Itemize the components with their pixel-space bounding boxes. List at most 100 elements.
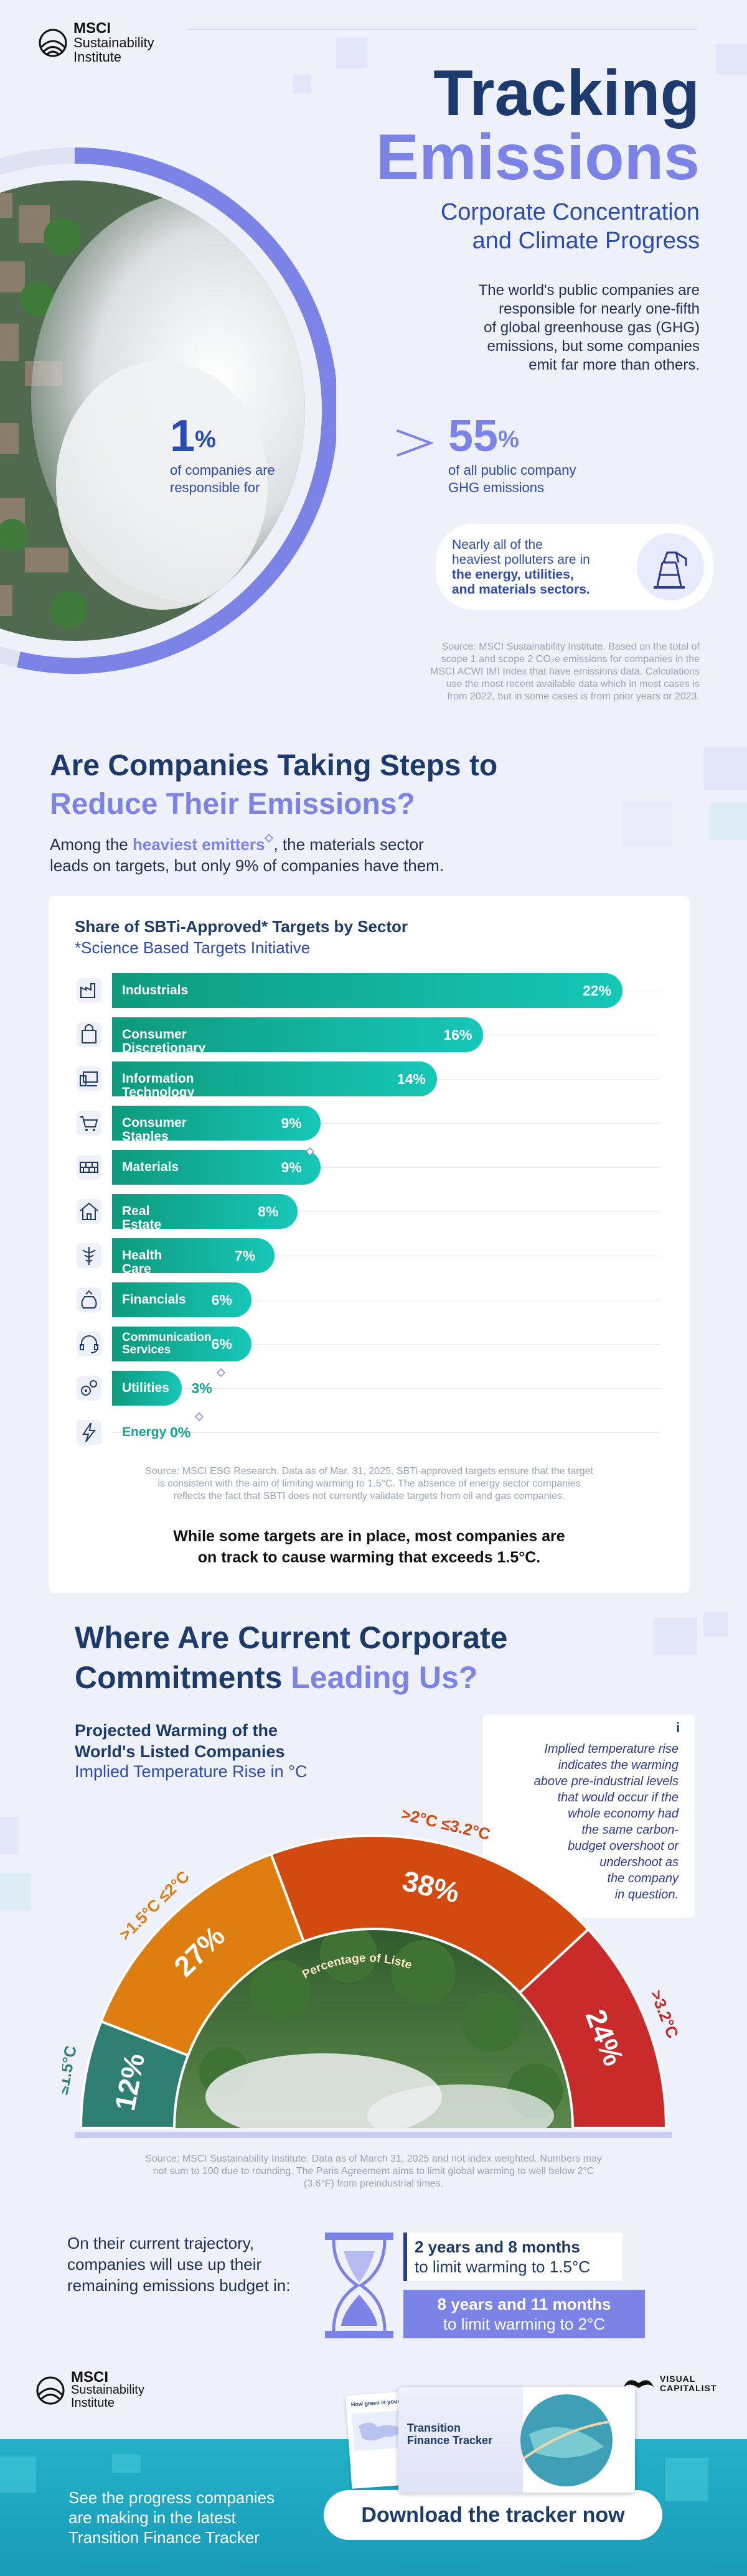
bar-category-label: Information Technology [122,1071,195,1099]
chart-title: Share of SBTi-Approved* Targets by Secto… [75,917,408,936]
budget-intro: On their current trajectory, companies w… [67,2233,290,2296]
info-line: the same carbon- [581,1823,679,1837]
commitments-title-line1: Where Are Current Corporate [75,1620,508,1655]
brand-line3: Institute [73,49,122,65]
visual-capitalist-mark-icon [624,2380,654,2388]
lightning-bolt-icon [77,1420,101,1445]
shopping-bag-icon [77,1022,101,1047]
stat-right-caption-1: of all public company [448,462,576,478]
info-line: undershoot as [599,1855,679,1869]
budget-line: companies will use up their [67,2255,262,2274]
decor-square [654,1618,697,1655]
msci-globe-icon [39,29,67,57]
decor-square [703,747,747,790]
bar-row: Consumer Discretionary 16% [75,1017,484,1055]
download-tracker-button[interactable]: Download the tracker now [324,2490,662,2540]
section-targets-subtitle: Among the heaviest emitters , the materia… [50,833,444,876]
footer-msci-logo[interactable]: MSCI Sustainability Institute [36,2369,144,2410]
budget-1-5c-time: 2 years and 8 months [415,2238,580,2256]
source-line: MSCI ACWI IMI Index that have emissions … [430,666,700,677]
bar-value-label: 8% [258,1203,279,1220]
footer-cta-text: See the progress companies are making in… [68,2488,275,2547]
budget-2c-label: to limit warming to 2°C [443,2315,606,2333]
bar-industrials [112,973,622,1008]
devices-icon [77,1066,101,1091]
msci-logo[interactable]: MSCI Sustainability Institute [39,21,154,64]
commitments-title-line2a: Commitments [75,1660,291,1695]
bar-category-label: Materials [122,1160,179,1174]
money-bag-icon [77,1287,101,1312]
bar-gridline [112,1211,660,1212]
caduceus-icon [77,1243,101,1268]
warming-note-line2: on track to cause warming that exceeds 1… [197,1549,541,1566]
house-icon [77,1199,101,1224]
footer-brand-line2: Sustainability [71,2383,144,2397]
bar-category-label: Consumer Discretionary [122,1027,206,1055]
source-line: use the most recent available data which… [446,679,700,689]
bar-health-care [112,1238,275,1273]
stat-left-unit: % [195,426,216,453]
sub-highlight: heaviest emitters [132,835,265,854]
bar-category-label: Industrials [122,983,189,997]
source-line: Source: MSCI ESG Research. Data as of Ma… [145,1466,593,1477]
stat-one-percent: 1% of companies are responsible for [170,411,275,497]
subtitle-line2: and Climate Progress [472,228,700,254]
projected-warming-heading: Projected Warming of the World's Listed … [75,1720,307,1781]
msci-globe-icon [36,2376,65,2404]
footer-brand-line3: Institute [71,2396,115,2410]
brand-name: MSCI [73,20,111,37]
bar-row: Energy 0% [75,1412,204,1450]
section-commitments-title: Where Are Current Corporate Commitments … [75,1618,507,1697]
decor-square [112,2454,141,2473]
stat-left-caption-2: responsible for [170,480,260,495]
bar-category-label: Communication Services [122,1331,212,1356]
cta-line: are making in the latest [68,2508,236,2527]
bricks-icon [77,1155,101,1180]
heavy-emitter-diamond-icon [216,1368,225,1377]
section-targets-title-line2: Reduce Their Emissions? [50,788,415,821]
stat-right-value: 55 [448,411,499,461]
budget-line: On their current trajectory, [67,2234,255,2252]
visual-capitalist-logo[interactable]: VISUAL CAPITALIST [622,2374,716,2393]
bar-row: Consumer Staples 9% [75,1106,321,1144]
source-line: is consistent with the aim of limiting w… [157,1478,581,1489]
bar-gridline [112,1344,660,1345]
footer-brand-name: MSCI [71,2369,108,2386]
tracker-report-mockup: Transition Finance Tracker [398,2387,635,2493]
cta-line: Transition Finance Tracker [68,2528,260,2547]
bar-row: Health Care 7% [75,1238,275,1276]
section-targets-title: Are Companies Taking Steps to Reduce The… [50,747,497,824]
header-divider [187,29,697,30]
source-line: from 2022, but in some cases is from pri… [447,691,700,702]
bar-utilities [112,1371,182,1406]
decor-square [0,2457,36,2493]
budget-1-5c-label: to limit warming to 1.5°C [415,2257,591,2276]
chart-source: Source: MSCI ESG Research. Data as of Ma… [49,1465,690,1503]
bar-gridline [112,1432,660,1433]
sbti-chart-card: Share of SBTi-Approved* Targets by Secto… [49,896,690,1593]
itr-info-box: i Implied temperature rise indicates the… [483,1715,695,1918]
decor-square [0,1873,31,1910]
diamond-marker-icon [265,833,274,843]
arc-segment [269,1834,590,1995]
partner-line2: CAPITALIST [660,2383,717,2393]
bar-row: Real Estate 8% [75,1194,298,1232]
chart-subtitle: *Science Based Targets Initiative [75,938,311,957]
hero-aerial-image [0,147,336,674]
bar-communication-services [112,1327,251,1361]
info-line: whole economy had [568,1807,679,1821]
polluters-line: and materials sectors. [452,582,590,597]
stat-left-caption-1: of companies are [170,462,275,478]
bar-value-label: 6% [211,1336,232,1352]
budget-1-5c: 2 years and 8 months to limit warming to … [403,2233,622,2281]
proj-title-line1: Projected Warming of the [75,1721,278,1740]
polluters-callout: Nearly all of the heaviest polluters are… [436,524,713,610]
arc-range-label: >3.2°C [647,1987,682,2041]
info-line: in question. [614,1888,679,1902]
bar-category-label: Utilities [122,1381,169,1395]
decor-square [622,803,672,846]
bar-gridline [112,1123,660,1124]
intro-paragraph: The world's public companies are respons… [401,281,700,375]
decor-square [710,803,747,840]
bar-financials [112,1282,251,1317]
